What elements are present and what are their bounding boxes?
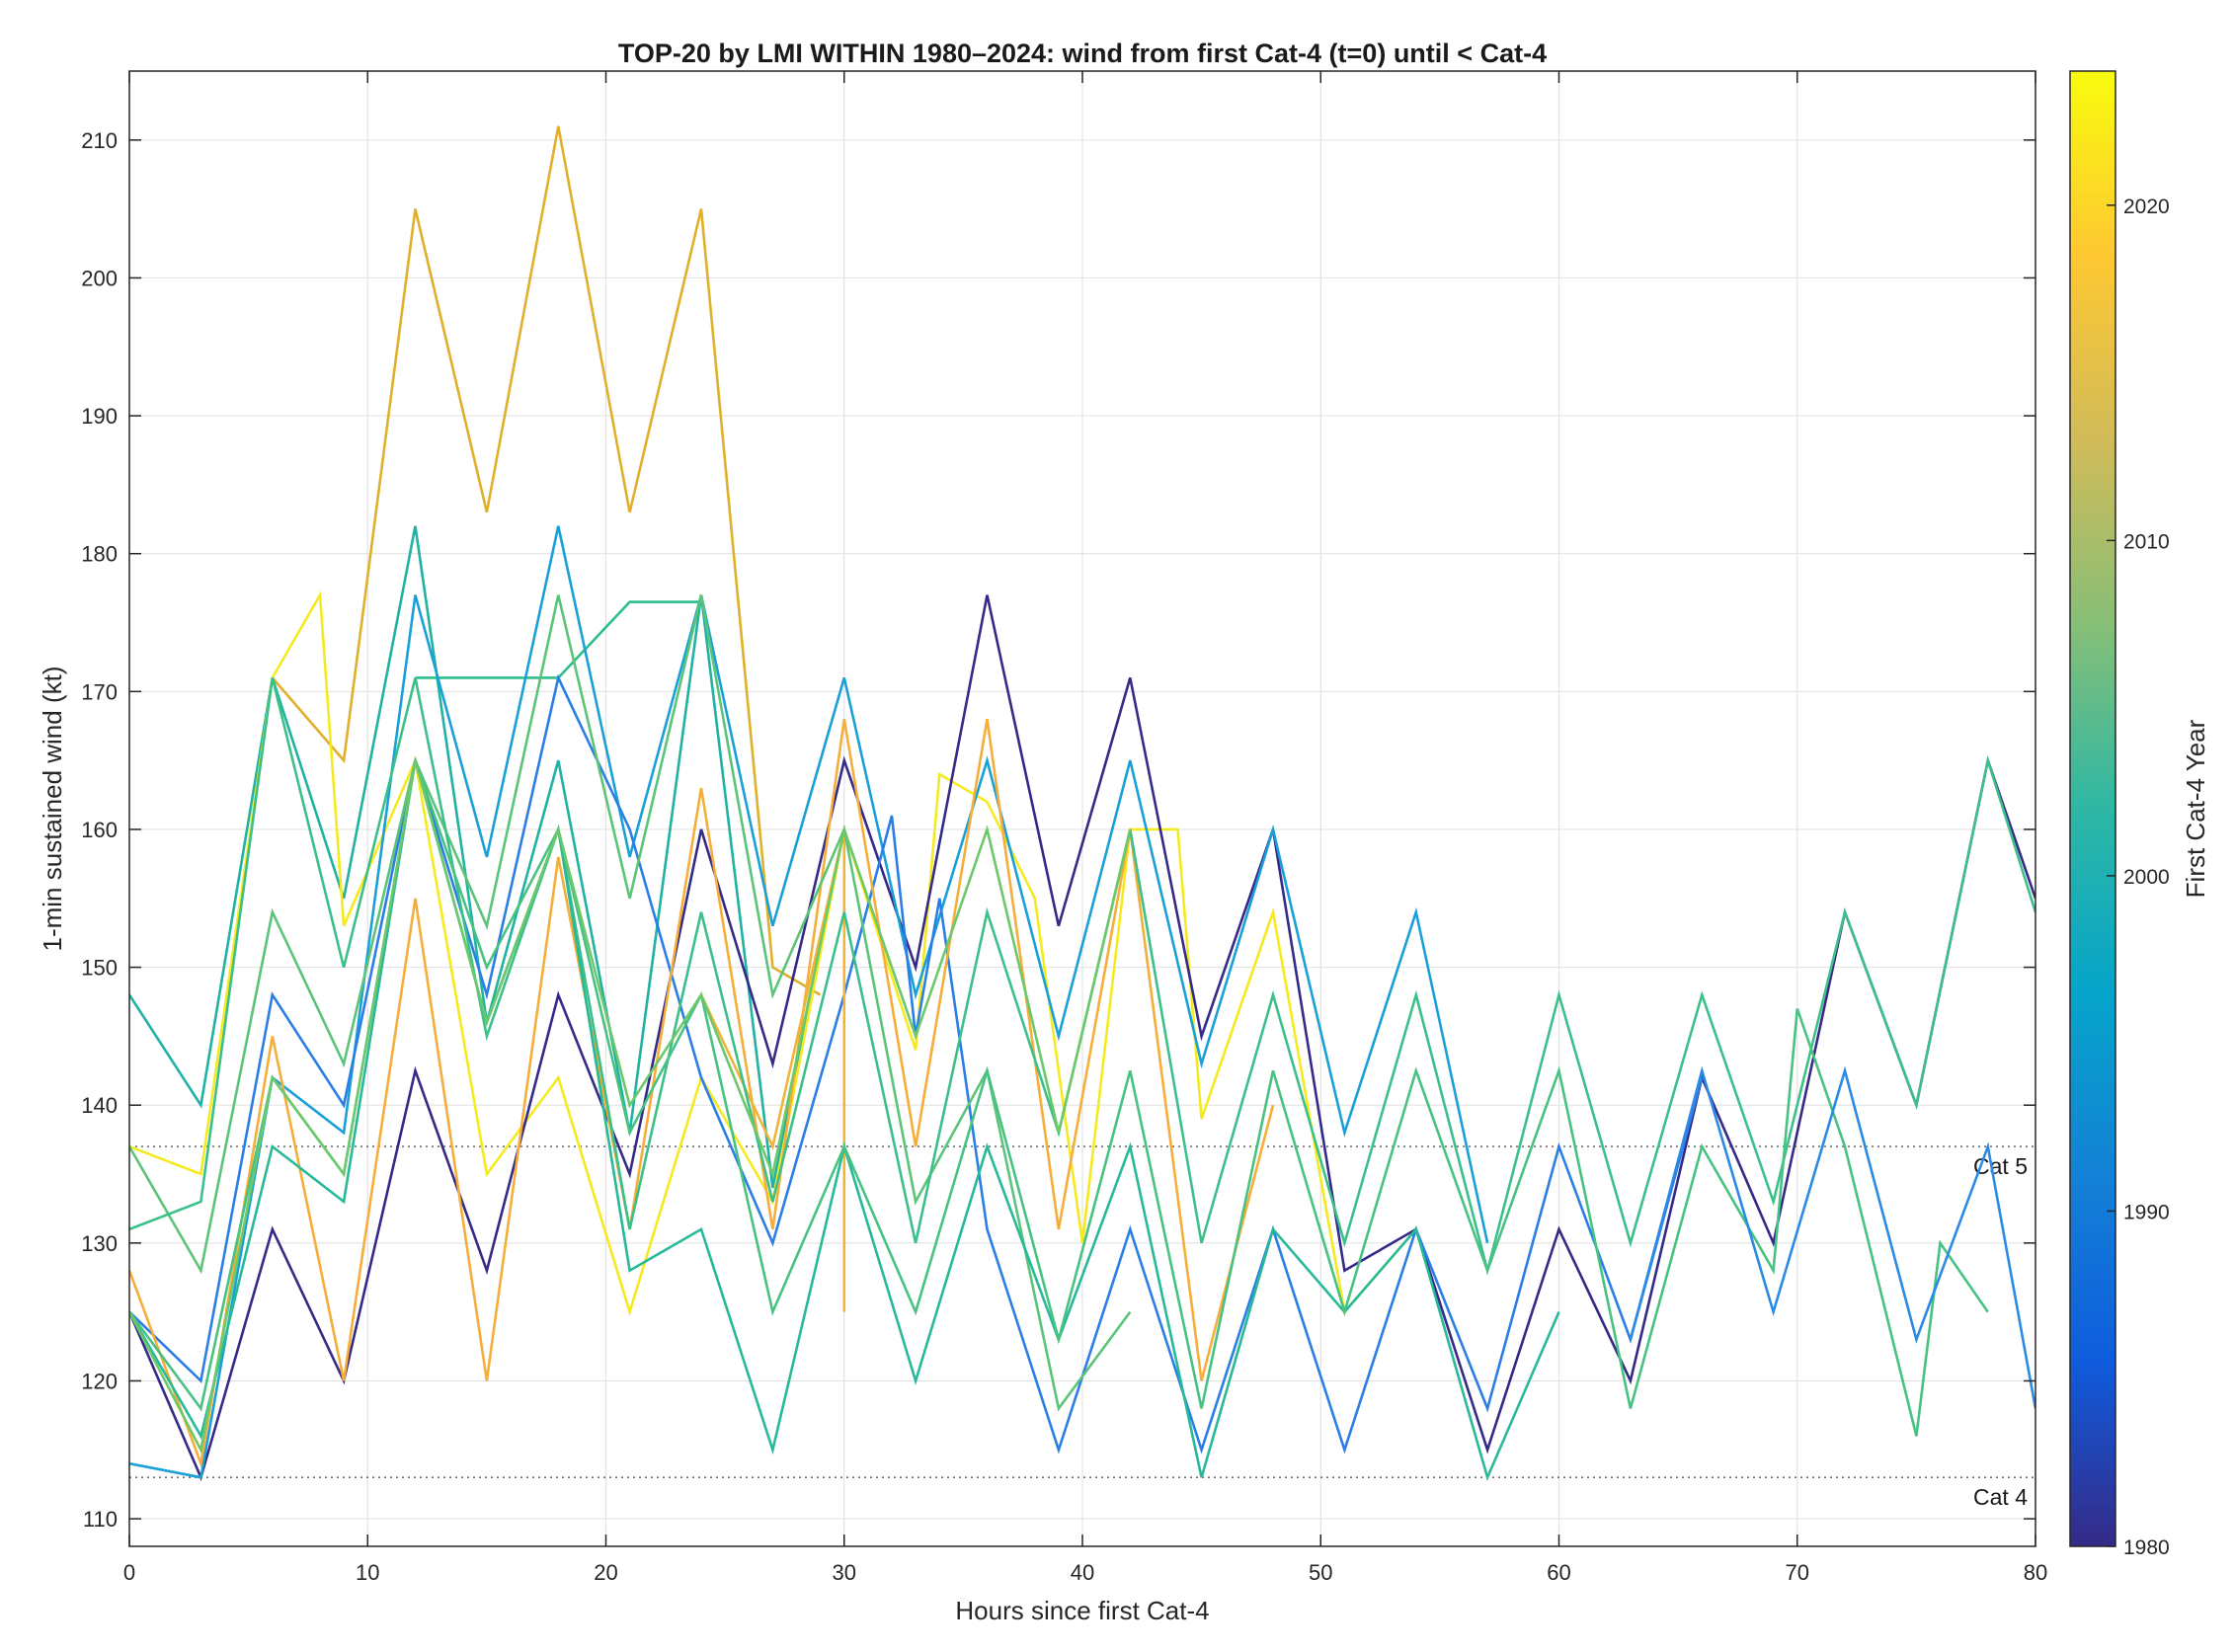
y-tick-label: 110	[83, 1507, 118, 1532]
x-tick-label: 10	[356, 1560, 379, 1585]
y-tick-label: 190	[81, 404, 118, 429]
y-axis-label: 1-min sustained wind (kt)	[38, 667, 67, 952]
series-line-2019	[699, 828, 846, 1312]
x-tick-label: 20	[594, 1560, 617, 1585]
reference-line-label: Cat 4	[1973, 1484, 2028, 1510]
x-tick-label: 60	[1547, 1560, 1570, 1585]
y-tick-label: 200	[81, 266, 118, 290]
series-line-2015	[271, 125, 822, 996]
series-line-2006	[415, 600, 701, 679]
series-line-2009	[129, 594, 1132, 1412]
x-tick-label: 70	[1786, 1560, 1809, 1585]
colorbar-tick-label: 2000	[2123, 866, 2170, 889]
series-line-1981	[129, 594, 2035, 1482]
colorbar-tick-label: 2010	[2123, 530, 2170, 553]
y-tick-label: 120	[81, 1369, 118, 1393]
series-lines	[129, 125, 2035, 1482]
colorbar-tick-label: 1990	[2123, 1201, 2170, 1223]
series-line-2018	[129, 718, 1275, 1469]
x-tick-label: 80	[2024, 1560, 2047, 1585]
x-tick-label: 40	[1071, 1560, 1094, 1585]
x-tick-label: 50	[1309, 1560, 1332, 1585]
colorbar-tick-label: 1980	[2123, 1536, 2170, 1559]
series-line-2010	[129, 759, 1132, 1455]
y-tick-label: 210	[81, 128, 118, 153]
y-tick-label: 160	[81, 818, 118, 842]
reference-lines: Cat 5 Cat 4	[129, 1145, 2035, 1510]
colorbar-tick-label: 2020	[2123, 196, 2170, 218]
axis-ticks: 0 10 20 30 40 50 60 70 80 110 120 130 140 150 160 170 18…	[81, 71, 2047, 1585]
series-line-1994	[1629, 1065, 2035, 1409]
x-axis-label: Hours since first Cat-4	[955, 1596, 1209, 1625]
colorbar	[2069, 70, 2116, 1547]
series-line-2008	[129, 759, 1989, 1437]
colorbar-ticks: 1980 1990 2000 2010 2020	[2107, 196, 2170, 1559]
y-tick-label: 130	[81, 1231, 118, 1256]
x-tick-label: 0	[123, 1560, 135, 1585]
chart-title: TOP-20 by LMI WITHIN 1980–2024: wind fro…	[618, 39, 1547, 68]
y-tick-label: 180	[81, 542, 118, 567]
colorbar-label: First Cat-4 Year	[2181, 719, 2210, 898]
y-tick-label: 150	[81, 956, 118, 981]
y-tick-label: 170	[81, 679, 118, 704]
x-tick-label: 30	[833, 1560, 856, 1585]
reference-line-label: Cat 5	[1973, 1153, 2028, 1179]
y-tick-label: 140	[81, 1093, 118, 1118]
